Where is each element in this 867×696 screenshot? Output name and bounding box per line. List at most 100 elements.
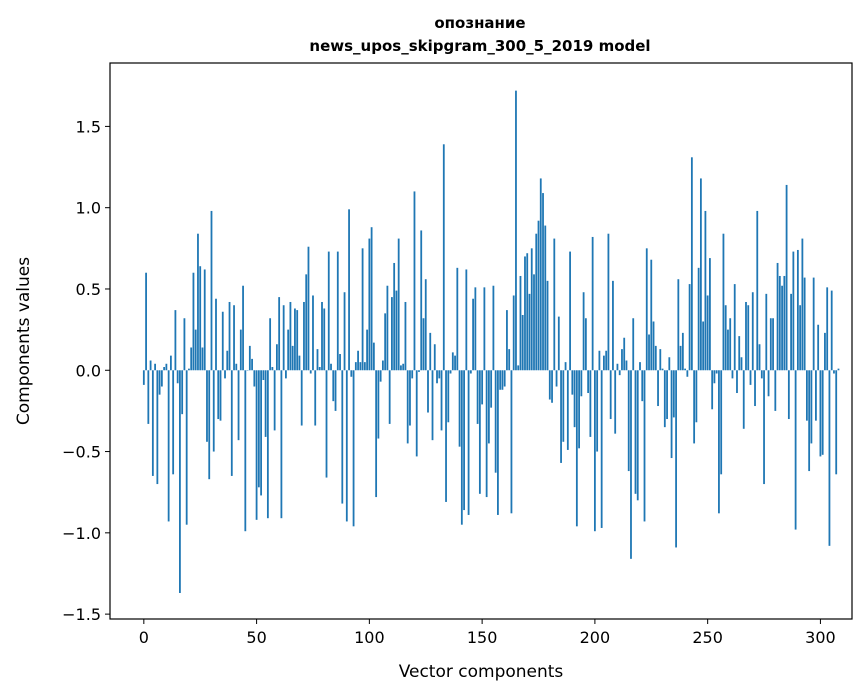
bar-91 (348, 209, 350, 371)
bar-266 (742, 370, 745, 429)
bar-308 (837, 368, 840, 371)
bar-181 (551, 370, 553, 403)
bar-304 (828, 370, 831, 546)
bar-20 (188, 368, 190, 371)
bar-152 (485, 370, 488, 498)
y-tick-label: −1.5 (62, 605, 101, 624)
bar-30 (210, 210, 213, 371)
bar-135 (447, 370, 450, 423)
bar-236 (675, 370, 677, 548)
bar-39 (230, 370, 233, 476)
bar-273 (758, 344, 761, 371)
bar-1 (145, 272, 147, 371)
bar-83 (330, 363, 332, 371)
bar-297 (812, 277, 815, 371)
bar-210 (616, 363, 619, 371)
bar-series (142, 90, 840, 593)
bar-272 (756, 210, 759, 371)
bar-271 (754, 370, 756, 407)
x-tick-label: 50 (246, 628, 266, 647)
bar-61 (280, 370, 283, 519)
bar-180 (548, 370, 551, 400)
bar-4 (151, 370, 154, 476)
bar-45 (244, 370, 247, 532)
bar-110 (391, 297, 393, 371)
bar-298 (815, 370, 817, 421)
bar-222 (643, 370, 646, 522)
bar-246 (697, 267, 700, 371)
bar-213 (623, 337, 626, 371)
bar-89 (343, 292, 346, 371)
x-tick-label: 250 (692, 628, 723, 647)
bar-97 (361, 248, 364, 371)
bar-50 (255, 370, 258, 520)
bar-219 (636, 370, 639, 501)
bar-79 (321, 301, 323, 371)
bar-63 (285, 370, 287, 379)
bar-237 (677, 279, 680, 371)
bar-276 (765, 293, 768, 371)
bar-160 (503, 370, 506, 387)
bar-204 (603, 355, 605, 371)
bar-279 (772, 318, 774, 371)
bar-13 (172, 370, 175, 475)
bar-283 (781, 285, 783, 371)
bar-191 (573, 370, 576, 428)
bar-269 (749, 370, 752, 385)
bar-33 (217, 370, 220, 420)
bar-202 (598, 350, 601, 371)
bar-199 (591, 236, 594, 371)
bar-244 (693, 370, 696, 444)
x-tick-label: 0 (139, 628, 149, 647)
bar-306 (833, 370, 835, 374)
bar-253 (713, 370, 716, 384)
bar-251 (709, 258, 711, 371)
bar-220 (639, 362, 641, 371)
bar-207 (609, 370, 612, 420)
bar-57 (271, 367, 274, 371)
bar-84 (332, 370, 335, 402)
bar-229 (659, 349, 662, 371)
bar-281 (776, 262, 779, 371)
bar-293 (803, 277, 806, 371)
y-axis-label: Components values (14, 257, 34, 425)
bar-62 (282, 305, 285, 371)
bar-146 (472, 298, 474, 371)
bar-215 (627, 370, 630, 472)
bar-179 (546, 280, 549, 371)
bar-223 (645, 248, 648, 371)
bar-90 (345, 370, 348, 522)
bar-155 (492, 285, 495, 371)
bar-289 (794, 370, 797, 530)
bar-65 (289, 301, 292, 371)
bar-240 (684, 368, 686, 371)
bar-186 (562, 370, 565, 442)
bar-218 (634, 370, 637, 494)
bar-200 (593, 370, 596, 532)
bar-299 (817, 324, 820, 371)
bar-137 (451, 352, 454, 371)
bar-172 (530, 248, 533, 371)
bar-106 (381, 360, 384, 371)
bar-193 (578, 370, 580, 449)
bar-184 (557, 316, 560, 371)
bar-263 (736, 370, 738, 394)
bar-158 (499, 370, 502, 390)
bar-284 (783, 275, 786, 371)
bar-292 (801, 238, 804, 371)
bar-113 (397, 238, 400, 371)
bar-138 (454, 355, 456, 371)
bar-52 (260, 370, 262, 496)
bar-78 (318, 367, 321, 371)
bar-24 (197, 233, 199, 371)
bar-16 (179, 370, 181, 593)
bar-174 (535, 233, 538, 371)
y-tick-label: 1.5 (76, 117, 101, 136)
bar-167 (519, 275, 522, 371)
bar-18 (183, 318, 186, 371)
bar-3 (149, 360, 152, 371)
bar-56 (269, 318, 272, 371)
bar-19 (185, 370, 188, 525)
bar-7 (158, 370, 161, 395)
bar-70 (300, 370, 303, 426)
